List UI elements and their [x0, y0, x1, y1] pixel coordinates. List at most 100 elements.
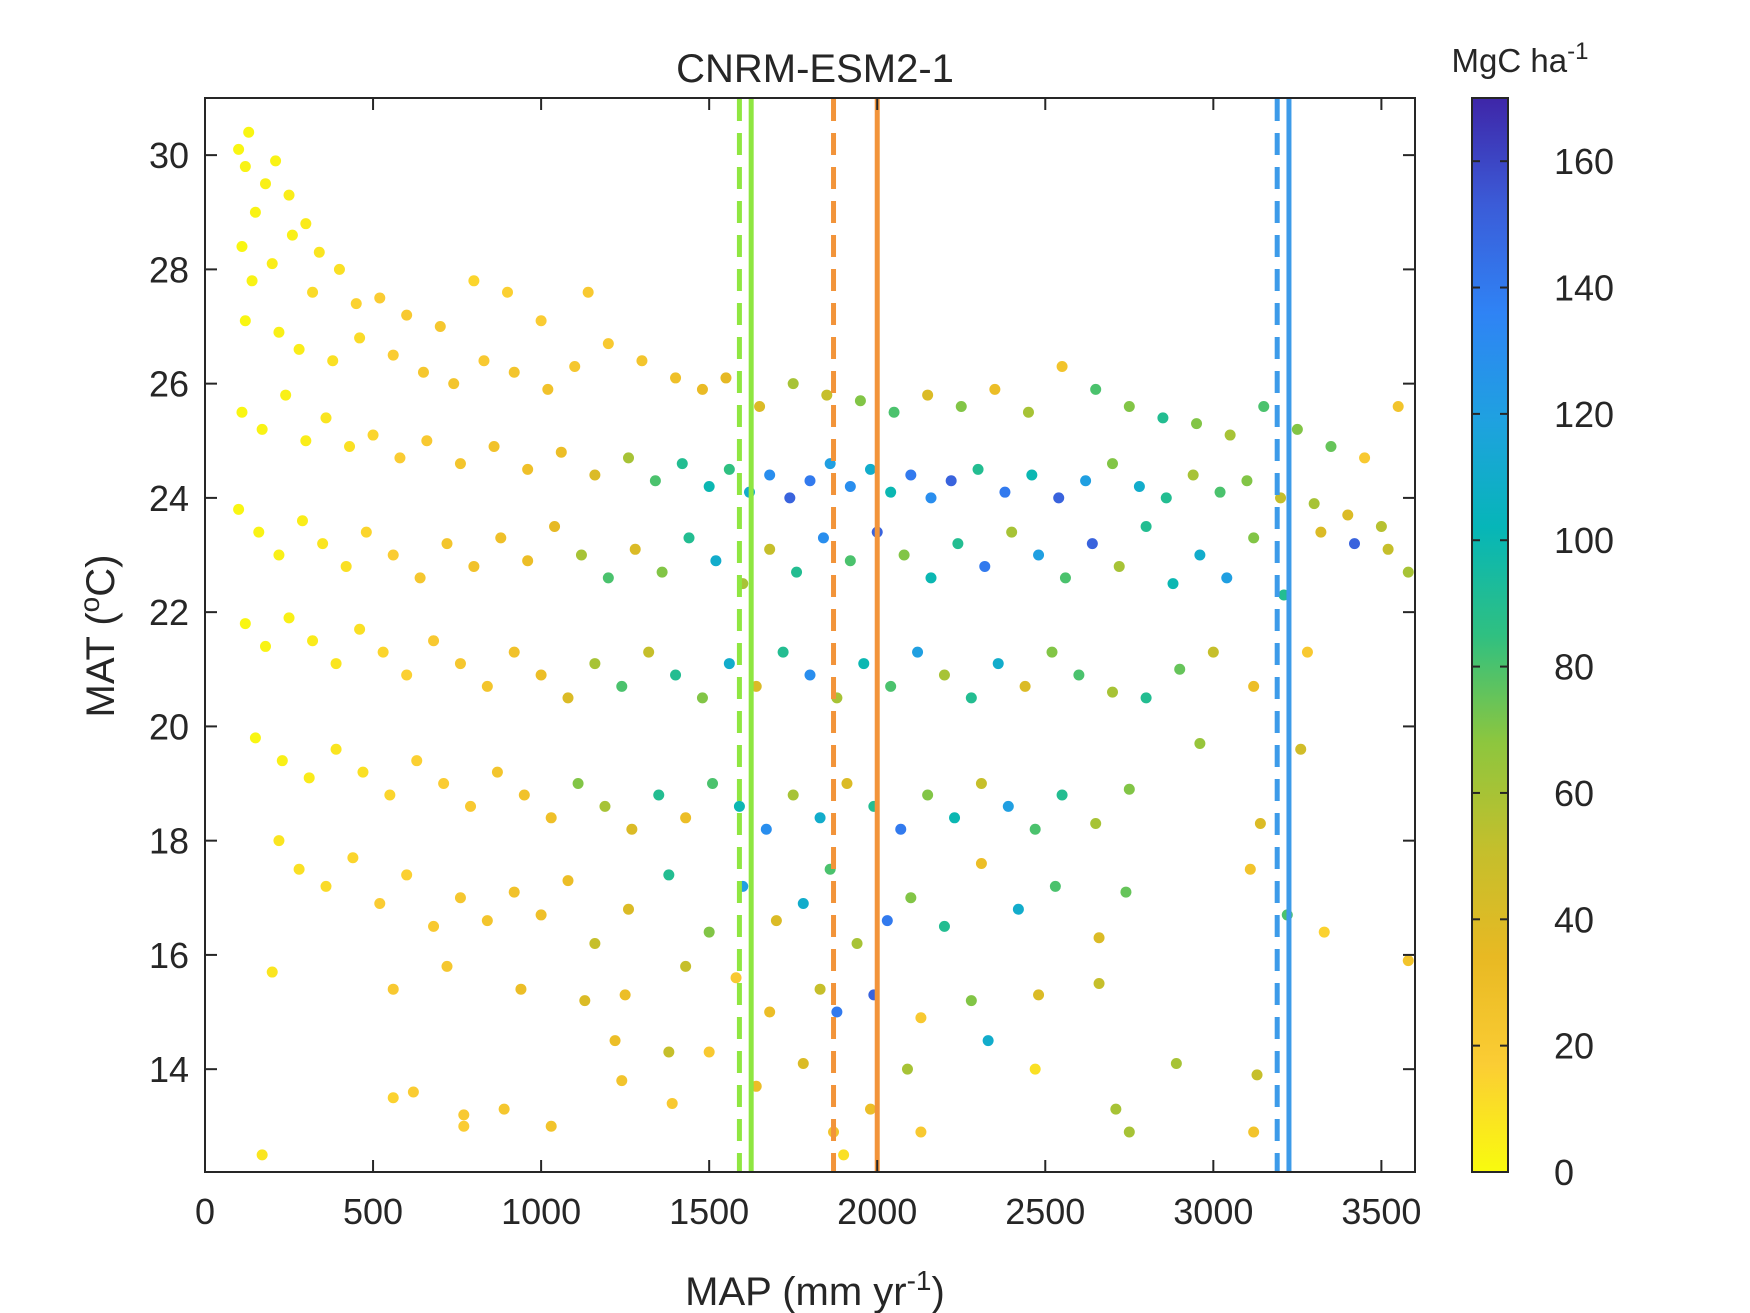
scatter-point — [1120, 886, 1132, 898]
scatter-point — [562, 875, 574, 887]
scatter-point — [273, 549, 285, 561]
scatter-point — [680, 960, 692, 972]
chart-title: CNRM-ESM2-1 — [676, 47, 954, 91]
scatter-point — [1308, 498, 1320, 510]
scatter-point — [703, 1046, 715, 1058]
scatter-point — [898, 549, 910, 561]
scatter-point — [797, 898, 809, 909]
scatter-point — [938, 669, 950, 681]
scatter-point — [307, 635, 319, 647]
scatter-point — [502, 286, 513, 298]
scatter-point — [256, 423, 268, 435]
colorbar-tick-label: 0 — [1554, 1152, 1574, 1193]
scatter-point — [952, 538, 964, 550]
x-axis-title-sup: -1 — [907, 1265, 932, 1296]
scatter-point — [344, 440, 356, 452]
scatter-point — [236, 406, 248, 418]
scatter-point — [572, 778, 584, 790]
scatter-point — [454, 458, 466, 470]
scatter-point — [293, 863, 305, 875]
scatter-point — [1167, 578, 1179, 590]
scatter-point — [1375, 520, 1387, 532]
scatter-point — [881, 915, 893, 927]
scatter-point — [865, 463, 876, 475]
scatter-point — [791, 566, 803, 578]
scatter-point — [1073, 669, 1085, 681]
scatter-point — [683, 532, 695, 544]
scatter-point — [1318, 926, 1330, 938]
scatter-point — [421, 435, 433, 447]
scatter-point — [955, 400, 967, 412]
scatter-point — [354, 332, 366, 344]
plot-frame — [204, 97, 1416, 1173]
x-tick-label: 2500 — [1005, 1191, 1085, 1232]
scatter-point — [636, 355, 648, 367]
scatter-point — [522, 555, 534, 567]
scatter-point — [979, 560, 991, 572]
plot-area — [233, 99, 1414, 1171]
scatter-point — [280, 389, 292, 401]
scatter-point — [522, 463, 534, 475]
scatter-point — [1325, 440, 1337, 452]
x-axis-title-suffix: ) — [932, 1270, 945, 1313]
scatter-point — [1056, 361, 1068, 372]
scatter-point — [656, 566, 668, 578]
scatter-point — [989, 383, 1001, 395]
scatter-point — [589, 469, 601, 481]
scatter-point — [239, 618, 251, 630]
scatter-point — [535, 315, 547, 327]
scatter-point — [438, 778, 450, 790]
scatter-point — [1029, 823, 1041, 835]
scatter-point — [760, 823, 772, 835]
scatter-point — [360, 526, 372, 538]
scatter-point — [787, 378, 799, 390]
x-tick-label: 1000 — [501, 1191, 581, 1232]
scatter-point — [481, 915, 493, 927]
x-axis-ticks: 0 500 1000 1500 2000 2500 3000 3500 — [195, 98, 1421, 1232]
scatter-point — [965, 692, 977, 704]
scatter-point — [901, 1063, 913, 1075]
scatter-point — [434, 321, 446, 333]
scatter-point — [1090, 383, 1102, 395]
scatter-point — [1301, 646, 1313, 658]
scatter-point — [1033, 549, 1045, 561]
scatter-point — [1026, 469, 1038, 481]
scatter-point — [663, 869, 675, 881]
scatter-point — [317, 538, 329, 550]
y-tick-label: 30 — [149, 135, 189, 176]
scatter-point — [1086, 538, 1098, 550]
scatter-point — [1275, 492, 1287, 504]
scatter-point — [915, 1012, 927, 1024]
scatter-point — [854, 395, 866, 407]
scatter-point — [1059, 572, 1071, 584]
scatter-point — [273, 326, 285, 338]
scatter-point — [1382, 543, 1394, 555]
y-tick-label: 26 — [149, 364, 189, 405]
scatter-point — [754, 400, 766, 412]
scatter-point — [535, 909, 547, 921]
scatter-point — [1402, 566, 1414, 578]
scatter-point — [1113, 560, 1125, 572]
scatter-point — [814, 812, 826, 824]
scatter-point — [670, 372, 682, 384]
scatter-point — [1002, 800, 1014, 812]
scatter-point — [555, 446, 567, 458]
scatter-point — [545, 1120, 557, 1132]
scatter-point — [602, 338, 614, 350]
scatter-point — [387, 1092, 399, 1104]
x-tick-label: 500 — [343, 1191, 403, 1232]
scatter-point — [797, 1057, 809, 1069]
scatter-point — [703, 926, 715, 938]
x-tick-label: 1500 — [669, 1191, 749, 1232]
scatter-point — [1110, 1103, 1122, 1115]
scatter-point — [276, 755, 288, 767]
scatter-point — [330, 743, 342, 755]
scatter-point — [696, 383, 708, 395]
scatter-point — [1049, 880, 1061, 892]
scatter-point — [949, 812, 961, 824]
scatter-point — [844, 555, 856, 567]
scatter-point — [720, 372, 732, 384]
scatter-point — [1214, 486, 1226, 498]
scatter-point — [663, 1046, 675, 1058]
scatter-point — [1248, 680, 1260, 692]
